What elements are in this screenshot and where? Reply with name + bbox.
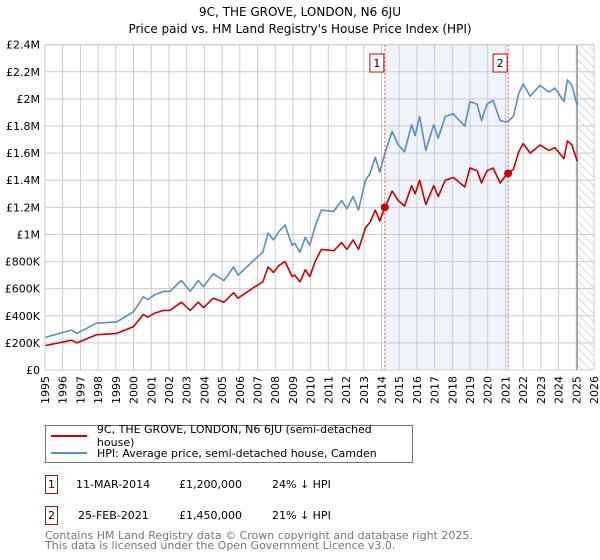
x-tick-label: 1996 (57, 376, 70, 404)
sale-row-2: 2 25-FEB-2021 £1,450,000 21% ↓ HPI (45, 505, 331, 525)
legend-label: HPI: Average price, semi-detached house,… (97, 446, 377, 460)
plot-frame (44, 44, 595, 371)
x-tick-label: 2008 (269, 376, 282, 404)
x-tick-label: 2014 (375, 376, 388, 404)
x-tick-label: 2004 (198, 376, 211, 404)
y-tick-label: £1M (17, 228, 41, 241)
x-tick-label: 2019 (464, 376, 477, 404)
hpi-line (44, 79, 578, 339)
x-tick-label: 2016 (411, 376, 424, 404)
x-tick-label: 1999 (110, 376, 123, 404)
sale-date: 11-MAR-2014 (76, 477, 151, 491)
y-tick-label: £0 (26, 364, 40, 377)
sale-row-1: 1 11-MAR-2014 £1,200,000 24% ↓ HPI (45, 474, 331, 494)
sale-label-box (369, 53, 385, 73)
x-tick-label: 2025 (570, 376, 583, 404)
x-tick-label: 2024 (553, 376, 566, 404)
chart-subtitle: Price paid vs. HM Land Registry's House … (128, 22, 471, 36)
y-tick-label: £1.6M (6, 147, 40, 160)
x-tick-label: 2006 (234, 376, 247, 404)
sale-label-number: 1 (373, 57, 380, 70)
legend: 9C, THE GROVE, LONDON, N6 6JU (semi-deta… (45, 423, 413, 463)
sale-price: £1,200,000 (179, 477, 242, 491)
y-tick-label: £800K (5, 256, 41, 269)
x-tick-label: 2017 (429, 376, 442, 404)
y-tick-label: £1.4M (6, 174, 40, 187)
sale-hpi-diff: 21% ↓ HPI (272, 508, 331, 522)
price-chart: 9C, THE GROVE, LONDON, N6 6JU Price paid… (5, 5, 600, 404)
legend-item-property: 9C, THE GROVE, LONDON, N6 6JU (semi-deta… (51, 423, 412, 449)
x-tick-label: 1998 (92, 376, 105, 404)
legend-label: 9C, THE GROVE, LONDON, N6 6JU (semi-deta… (96, 423, 372, 449)
legend-swatch-blue (51, 452, 87, 454)
x-tick-label: 2003 (181, 376, 194, 404)
y-tick-label: £1.8M (6, 120, 40, 133)
x-tick-label: 2026 (588, 376, 600, 404)
footer-line-2: This data is licensed under the Open Gov… (45, 539, 396, 552)
chart-title: 9C, THE GROVE, LONDON, N6 6JU (199, 5, 401, 19)
x-tick-label: 2020 (482, 376, 495, 404)
x-tick-label: 2018 (446, 376, 459, 404)
sale-point (380, 203, 389, 212)
x-tick-label: 2000 (128, 376, 141, 404)
property-price-line (44, 140, 578, 347)
sale-label-number: 2 (497, 57, 504, 70)
x-tick-label: 2002 (163, 376, 176, 404)
y-tick-label: £1.2M (6, 201, 40, 214)
y-tick-label: £600K (5, 283, 41, 296)
sale-badge: 2 (45, 505, 58, 525)
sale-point (504, 169, 513, 178)
sale-hpi-diff: 24% ↓ HPI (272, 477, 331, 491)
footer: Contains HM Land Registry data © Crown c… (45, 529, 473, 552)
legend-item-hpi: HPI: Average price, semi-detached house,… (51, 446, 377, 460)
y-tick-label: £200K (5, 337, 41, 350)
x-tick-label: 2009 (287, 376, 300, 404)
y-tick-label: £2.4M (6, 39, 40, 52)
y-tick-label: £400K (5, 310, 41, 323)
x-tick-label: 2011 (322, 376, 335, 404)
sale-label-box (492, 53, 508, 73)
y-tick-label: £2M (17, 93, 41, 106)
x-tick-label: 2005 (216, 376, 229, 404)
y-tick-label: £2.2M (6, 66, 40, 79)
sale-date: 25-FEB-2021 (78, 508, 149, 522)
sale-badge: 1 (45, 474, 58, 494)
x-tick-label: 2023 (535, 376, 548, 404)
x-tick-label: 2021 (499, 376, 512, 404)
x-tick-label: 2010 (305, 376, 318, 404)
x-tick-label: 2001 (145, 376, 158, 404)
x-tick-label: 1997 (74, 376, 87, 404)
x-tick-label: 2015 (393, 376, 406, 404)
x-tick-label: 2012 (340, 376, 353, 404)
x-tick-label: 1995 (39, 376, 52, 404)
footer-line-1: Contains HM Land Registry data © Crown c… (45, 529, 473, 542)
x-tick-label: 2022 (517, 376, 530, 404)
sale-price: £1,450,000 (179, 508, 242, 522)
x-tick-label: 2013 (358, 376, 371, 404)
legend-swatch-red (51, 435, 87, 437)
x-tick-label: 2007 (252, 376, 265, 404)
